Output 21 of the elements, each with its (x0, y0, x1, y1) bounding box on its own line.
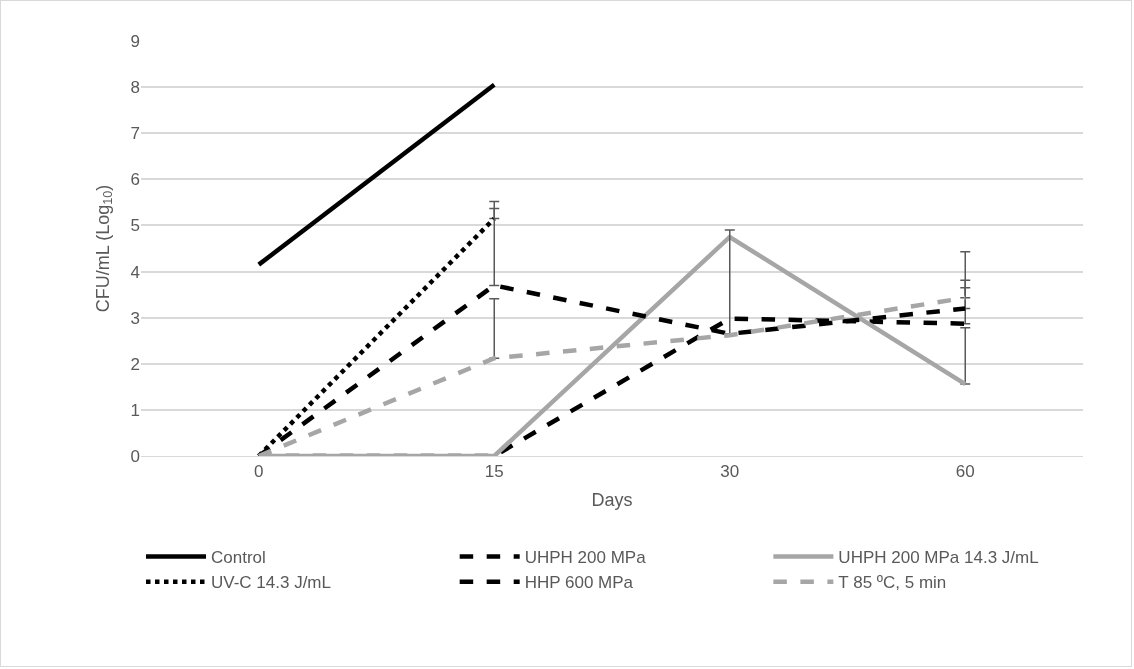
y-tick-label: 4 (130, 262, 140, 282)
y-tick-label: 5 (130, 216, 140, 236)
legend-label: HHP 600 MPa (524, 573, 634, 593)
legend-label: UV-C 14.3 J/mL (211, 573, 331, 593)
y-tick-label: 1 (130, 400, 140, 420)
y-tick-label: 3 (130, 308, 140, 328)
x-tick-label: 60 (955, 462, 975, 482)
y-tick-label: 8 (130, 78, 140, 98)
x-tick-label: 0 (254, 462, 264, 482)
y-tick-label: 9 (130, 31, 140, 51)
x-tick-label: 30 (720, 462, 740, 482)
legend-label: Control (211, 548, 266, 568)
legend-label: UHPH 200 MPa (524, 548, 647, 568)
y-tick-label: 2 (130, 354, 140, 374)
legend-label: T 85 ºC, 5 min (838, 573, 947, 593)
y-tick-label: 0 (130, 446, 140, 466)
x-tick-label: 15 (484, 462, 504, 482)
legend-label: UHPH 200 MPa 14.3 J/mL (838, 548, 1039, 568)
y-tick-label: 7 (130, 124, 140, 144)
x-axis-title: Days (591, 489, 633, 510)
y-tick-label: 6 (130, 170, 140, 190)
